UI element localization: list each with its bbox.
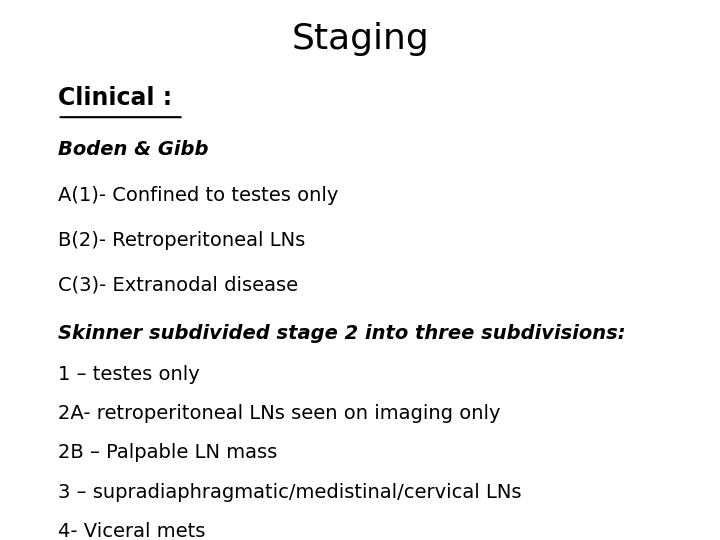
Text: Staging: Staging [291, 22, 429, 56]
Text: 2A- retroperitoneal LNs seen on imaging only: 2A- retroperitoneal LNs seen on imaging … [58, 404, 500, 423]
Text: 4- Viceral mets: 4- Viceral mets [58, 522, 205, 540]
Text: Boden & Gibb: Boden & Gibb [58, 140, 208, 159]
Text: 1 – testes only: 1 – testes only [58, 364, 199, 383]
Text: C(3)- Extranodal disease: C(3)- Extranodal disease [58, 276, 298, 295]
Text: Clinical :: Clinical : [58, 86, 172, 110]
Text: Skinner subdivided stage 2 into three subdivisions:: Skinner subdivided stage 2 into three su… [58, 324, 625, 343]
Text: A(1)- Confined to testes only: A(1)- Confined to testes only [58, 186, 338, 205]
Text: 3 – supradiaphragmatic/medistinal/cervical LNs: 3 – supradiaphragmatic/medistinal/cervic… [58, 483, 521, 502]
Text: 2B – Palpable LN mass: 2B – Palpable LN mass [58, 443, 277, 462]
Text: B(2)- Retroperitoneal LNs: B(2)- Retroperitoneal LNs [58, 231, 305, 250]
